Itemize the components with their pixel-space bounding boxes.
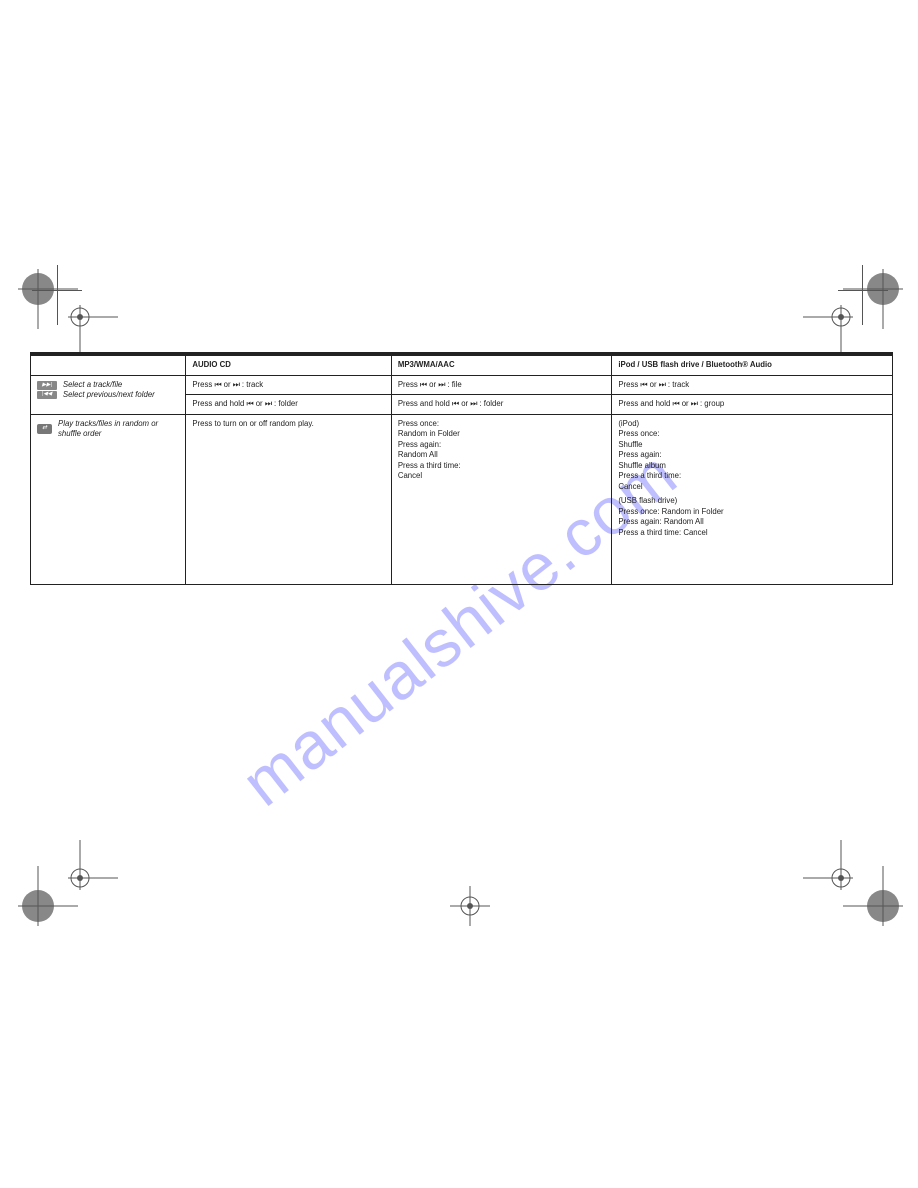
row1b-col3: Press and hold ⏮ or ⏭ : group (612, 395, 893, 415)
row1a-col2-text: Press ⏮ or ⏭ : file (398, 380, 462, 389)
crop-mark-icon (68, 830, 128, 890)
row2-col3-l2: Press once: (618, 429, 886, 440)
row2-label-text: Play tracks/files in random or shuffle o… (58, 419, 179, 440)
row2-col2-l3: Press again: (398, 440, 606, 451)
row1a-col1-text: Press ⏮ or ⏭ : track (192, 380, 263, 389)
row1b-col2: Press and hold ⏮ or ⏭ : folder (391, 395, 612, 415)
row2-col3: (iPod) Press once: Shuffle Press again: … (612, 414, 893, 584)
row2-col3-l11: Press a third time: Cancel (618, 528, 886, 539)
row2-col1: Press to turn on or off random play. (186, 414, 391, 584)
header-col1: AUDIO CD (186, 355, 391, 375)
row2-col3-l10: Press again: Random All (618, 517, 886, 528)
row1b-col2-text: Press and hold ⏮ or ⏭ : folder (398, 399, 503, 408)
row2-col3-l3: Shuffle (618, 440, 886, 451)
manual-table-container: AUDIO CD MP3/WMA/AAC iPod / USB flash dr… (30, 352, 893, 585)
row1b-col3-text: Press and hold ⏮ or ⏭ : group (618, 399, 724, 408)
header-col3: iPod / USB flash drive / Bluetooth® Audi… (612, 355, 893, 375)
row2-col3-l1: (iPod) (618, 419, 886, 430)
row1a-col3: Press ⏮ or ⏭ : track (612, 375, 893, 395)
row2-col3-l6: Press a third time: (618, 471, 886, 482)
manual-table: AUDIO CD MP3/WMA/AAC iPod / USB flash dr… (30, 354, 893, 585)
crop-mark-icon (440, 866, 500, 926)
row2-col2-l1: Press once: (398, 419, 606, 430)
row2-col1-text: Press to turn on or off random play. (192, 419, 384, 430)
table-row: ⇄ Play tracks/files in random or shuffle… (31, 414, 893, 584)
row2-col3-l8: (USB flash drive) (618, 496, 886, 507)
row1a-col1: Press ⏮ or ⏭ : track (186, 375, 391, 395)
row2-col2-l4: Random All (398, 450, 606, 461)
row2-col3-l4: Press again: (618, 450, 886, 461)
table-row: ▶▶||◀◀ Select a track/file Select previo… (31, 375, 893, 395)
row1b-col1-text: Press and hold ⏮ or ⏭ : folder (192, 399, 297, 408)
row2-label: ⇄ Play tracks/files in random or shuffle… (31, 414, 186, 584)
header-col2: MP3/WMA/AAC (391, 355, 612, 375)
row1-label-line2: Select previous/next folder (63, 390, 155, 401)
row2-col2: Press once: Random in Folder Press again… (391, 414, 612, 584)
skip-buttons-icon: ▶▶||◀◀ (37, 381, 57, 399)
row1a-col2: Press ⏮ or ⏭ : file (391, 375, 612, 395)
table-header-row: AUDIO CD MP3/WMA/AAC iPod / USB flash dr… (31, 355, 893, 375)
row2-col3-l5: Shuffle album (618, 461, 886, 472)
row1a-col3-text: Press ⏮ or ⏭ : track (618, 380, 689, 389)
row1-label-line1: Select a track/file (63, 380, 155, 391)
row1-label: ▶▶||◀◀ Select a track/file Select previo… (31, 375, 186, 414)
row2-col2-l6: Cancel (398, 471, 606, 482)
random-button-icon: ⇄ (37, 424, 52, 433)
crop-mark-icon (793, 830, 853, 890)
row2-col2-l2: Random in Folder (398, 429, 606, 440)
header-blank (31, 355, 186, 375)
crop-line (862, 265, 863, 325)
row2-col3-l7: Cancel (618, 482, 886, 493)
crop-line (57, 265, 58, 325)
crop-line (838, 290, 888, 291)
row2-col3-l9: Press once: Random in Folder (618, 507, 886, 518)
row2-col2-l5: Press a third time: (398, 461, 606, 472)
row1b-col1: Press and hold ⏮ or ⏭ : folder (186, 395, 391, 415)
